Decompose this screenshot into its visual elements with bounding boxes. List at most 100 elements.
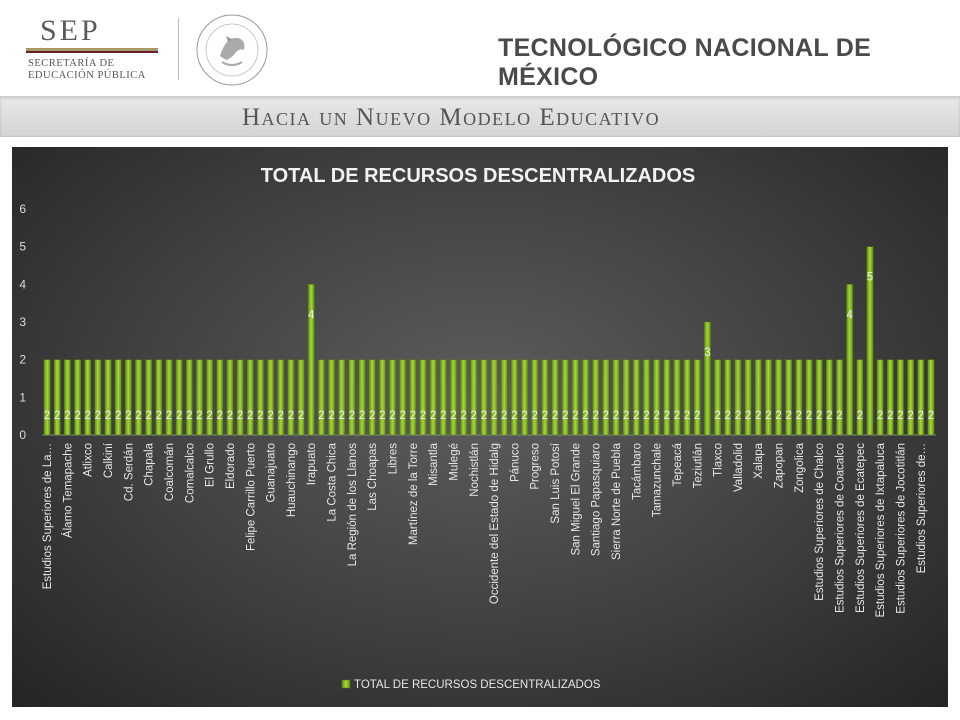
x-tick-label: Felipe Carrillo Puerto (245, 443, 257, 551)
national-seal-icon (196, 14, 268, 86)
data-label: 2 (217, 410, 223, 422)
bar (419, 359, 427, 436)
banner-text: Hacia un Nuevo Modelo Educativo (242, 104, 661, 131)
bar (744, 359, 752, 436)
y-tick-label: 6 (19, 202, 26, 216)
x-tick-label: Misantla (428, 442, 440, 485)
data-label: 2 (410, 410, 416, 422)
data-label: 2 (755, 410, 761, 422)
bar (856, 359, 864, 436)
bar (714, 359, 721, 436)
bar (866, 246, 874, 436)
data-label: 2 (44, 410, 50, 422)
bar (84, 359, 92, 436)
x-tick-label: Coalcomán (164, 443, 176, 501)
bar (328, 359, 335, 436)
x-tick-label: Tlaxco (713, 443, 725, 477)
sep-wordmark: SEP (40, 14, 101, 47)
x-tick-label: La Región de los Llanos (347, 443, 359, 567)
bar (765, 359, 772, 436)
data-label: 2 (450, 410, 456, 422)
data-label: 5 (867, 272, 873, 284)
bar (612, 359, 620, 436)
data-label: 2 (552, 410, 558, 422)
bar (114, 359, 122, 436)
x-tick-label: Estudios Superiores de La… (42, 443, 54, 589)
data-label: 2 (389, 410, 395, 422)
bar (572, 359, 579, 436)
bar (297, 359, 305, 436)
data-label: 2 (592, 410, 598, 422)
data-label: 2 (278, 410, 284, 422)
data-label: 2 (887, 410, 893, 422)
x-tick-label: Las Choapas (367, 443, 379, 511)
bar (358, 359, 366, 436)
x-tick-label: Tamazunchale (652, 443, 664, 517)
bar (643, 359, 650, 436)
data-label: 2 (775, 410, 781, 422)
bar (236, 359, 244, 436)
data-label: 2 (501, 410, 507, 422)
data-label: 2 (125, 410, 131, 422)
sep-rule-accent (26, 51, 158, 53)
x-tick-label: Huauchinango (286, 443, 298, 517)
data-label: 2 (877, 410, 883, 422)
bar (836, 359, 843, 436)
bar (815, 359, 823, 436)
y-tick-label: 2 (19, 353, 26, 367)
bar (318, 359, 325, 436)
bar (754, 359, 762, 436)
bar (653, 359, 660, 436)
bar (64, 359, 71, 436)
bar (886, 359, 894, 436)
data-label: 2 (135, 410, 141, 422)
bar (704, 321, 711, 436)
data-label: 2 (572, 410, 578, 422)
data-label: 2 (907, 410, 913, 422)
data-label: 2 (623, 410, 629, 422)
x-tick-label: Occidente del Estado de Hidalg (489, 443, 501, 604)
x-tick-label: Atlixco (83, 443, 95, 477)
x-tick-label: Estudios Superiores de Coacalco (834, 443, 846, 613)
data-label: 2 (257, 410, 263, 422)
bar (389, 359, 396, 436)
sep-rule (26, 48, 158, 51)
data-label: 2 (420, 410, 426, 422)
chart-title: TOTAL DE RECURSOS DESCENTRALIZADOS (261, 165, 695, 187)
data-label: 2 (532, 410, 538, 422)
bar (805, 359, 813, 436)
x-tick-label: Comalcalco (184, 443, 196, 503)
data-label: 2 (582, 410, 588, 422)
data-label: 2 (379, 410, 385, 422)
data-label: 2 (247, 410, 253, 422)
bar (196, 359, 203, 436)
bar (622, 359, 630, 436)
x-tick-label: Libres (387, 443, 399, 475)
bar (907, 359, 914, 436)
data-label: 2 (785, 410, 791, 422)
bar (775, 359, 782, 436)
header: SEP SECRETARÍA DE EDUCACIÓN PÚBLICA TECN… (0, 0, 960, 96)
bar (541, 359, 549, 436)
bar (663, 359, 671, 436)
x-tick-label: Santiago Papasquiaro (591, 443, 603, 556)
x-tick-label: Estudios Superiores de Chalco (814, 443, 826, 601)
y-tick-label: 5 (19, 240, 26, 254)
bar (277, 359, 285, 436)
bar (409, 359, 417, 436)
data-label: 2 (857, 410, 863, 422)
data-label: 2 (64, 410, 70, 422)
data-label: 2 (836, 410, 842, 422)
bar (490, 359, 498, 436)
bar (480, 359, 488, 436)
data-label: 2 (196, 410, 202, 422)
bar (724, 359, 732, 436)
x-tick-label: Irapuato (306, 443, 318, 485)
bar (673, 359, 681, 436)
data-label: 2 (115, 410, 121, 422)
x-tick-label: Estudios Superiores de Ecatepec (855, 443, 867, 613)
bars-group (43, 246, 935, 436)
y-tick-label: 3 (19, 315, 26, 329)
data-label: 2 (74, 410, 80, 422)
data-label: 2 (298, 410, 304, 422)
